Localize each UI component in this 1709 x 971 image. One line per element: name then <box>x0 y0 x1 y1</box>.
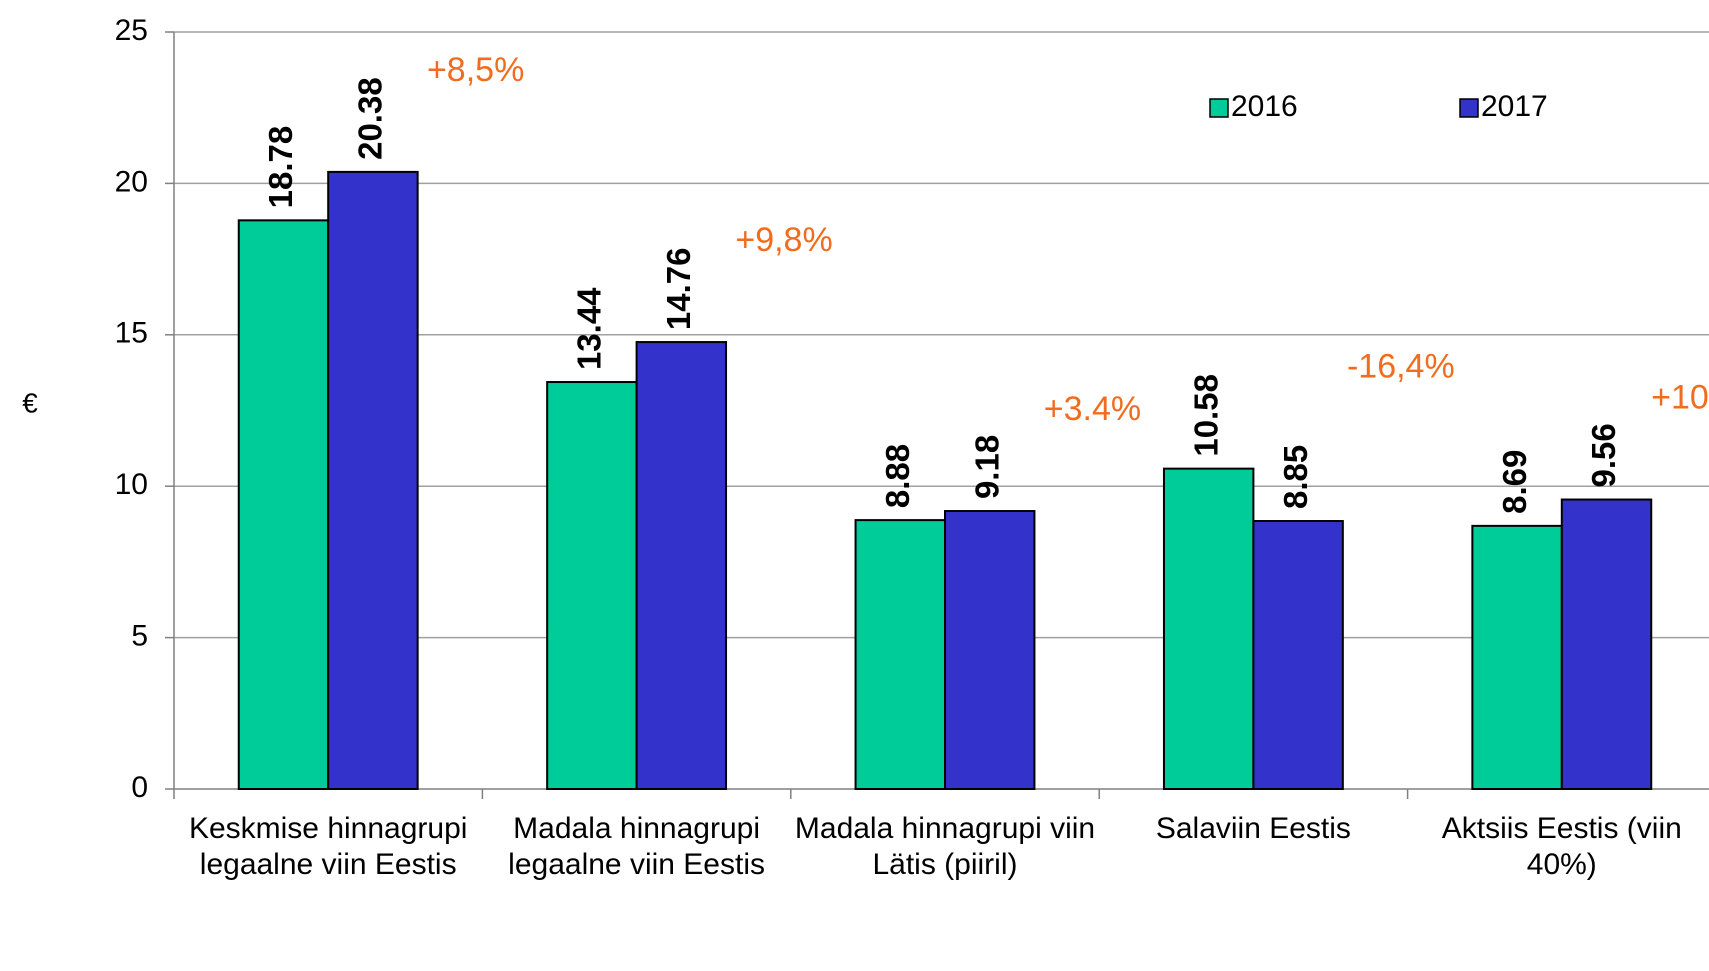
x-tick-label: Keskmise hinnagrupi legaalne viin Eestis <box>188 812 468 881</box>
x-tick-label-box: Keskmise hinnagrupi legaalne viin Eestis <box>188 812 468 881</box>
annotation: +10,0% <box>1651 379 1709 417</box>
annotation: -16,4% <box>1347 348 1455 386</box>
x-tick-label-box: Salaviin Eestis <box>1155 812 1351 845</box>
value-label: 10.58 <box>1187 374 1224 457</box>
bar <box>237 219 330 790</box>
x-tick-label-box: Madala hinnagrupi viin Lätis (piiril) <box>794 812 1096 881</box>
bar <box>1162 467 1255 790</box>
annotation: +9,8% <box>735 221 832 259</box>
bar <box>1471 524 1563 791</box>
legend-label: 2017 <box>1481 90 1548 123</box>
bar <box>854 519 947 790</box>
y-tick-label: 0 <box>131 771 148 804</box>
bar <box>546 381 638 790</box>
y-axis-label: € <box>22 387 38 418</box>
x-tick-label-box: Aktsiis Eestis (viin 40%) <box>1441 812 1682 881</box>
annotation: +8,5% <box>427 51 524 89</box>
bar <box>944 510 1036 790</box>
x-tick-label: Salaviin Eestis <box>1155 812 1351 845</box>
value-label: 8.69 <box>1496 450 1533 514</box>
bar <box>1252 520 1344 790</box>
y-tick-label: 25 <box>115 14 148 47</box>
x-tick-label-box: Madala hinnagrupi legaalne viin Eestis <box>508 812 765 881</box>
value-label: 9.18 <box>968 435 1005 499</box>
value-label: 14.76 <box>660 247 697 330</box>
y-tick-label: 5 <box>131 620 148 653</box>
legend-swatch <box>1459 98 1479 118</box>
x-tick-label: Aktsiis Eestis (viin 40%) <box>1441 812 1682 881</box>
legend-swatch <box>1209 98 1229 118</box>
bar <box>1560 498 1653 790</box>
x-tick-label: Madala hinnagrupi viin Lätis (piiril) <box>794 812 1096 881</box>
value-label: 13.44 <box>571 287 608 370</box>
bar <box>327 170 419 790</box>
value-label: 9.56 <box>1585 423 1622 487</box>
value-label: 18.78 <box>262 126 299 209</box>
y-tick-label: 15 <box>115 317 148 350</box>
bar <box>635 341 728 790</box>
legend-label: 2016 <box>1231 90 1298 123</box>
value-label: 8.88 <box>879 444 916 508</box>
value-label: 8.85 <box>1277 445 1314 509</box>
annotation: +3.4% <box>1044 390 1141 428</box>
y-tick-label: 10 <box>115 468 148 501</box>
y-tick-label: 20 <box>115 165 148 198</box>
value-label: 20.38 <box>352 77 389 160</box>
x-tick-label: Madala hinnagrupi legaalne viin Eestis <box>508 812 765 881</box>
